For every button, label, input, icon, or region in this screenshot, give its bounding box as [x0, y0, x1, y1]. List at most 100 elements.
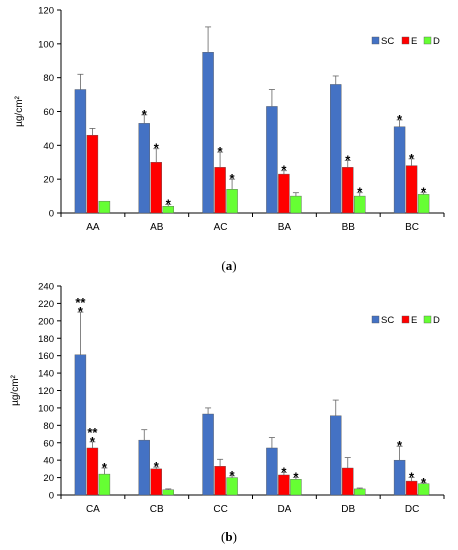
category-label: BA	[278, 222, 292, 233]
bar-E-AA	[86, 134, 99, 214]
bar-SC-BA	[266, 106, 278, 214]
y-axis-label: µg/cm²	[14, 95, 25, 126]
bar-D-DB	[354, 488, 366, 496]
y-tick-label: 200	[38, 316, 54, 327]
significance-marker: *	[281, 464, 287, 479]
category-label: DC	[405, 504, 419, 515]
bar-E-BA	[278, 173, 290, 214]
bar-E-AC	[214, 167, 226, 214]
bar-D-BA	[290, 195, 302, 214]
category-label: DB	[341, 504, 355, 515]
y-tick-label: 100	[38, 39, 54, 50]
significance-marker: *	[397, 438, 403, 453]
legend-label: D	[433, 36, 440, 47]
y-tick-label: 60	[43, 107, 54, 118]
y-tick-label: 120	[38, 6, 54, 17]
category-label: CC	[213, 504, 227, 515]
legend-label: E	[411, 36, 417, 47]
y-tick-label: 100	[38, 403, 54, 414]
chart-caption: (b)	[221, 529, 237, 544]
y-tick-label: 40	[43, 141, 54, 152]
bar-SC-AC	[202, 52, 214, 214]
y-tick-label: 120	[38, 386, 54, 397]
legend-label: SC	[381, 36, 394, 47]
legend-swatch-E	[401, 315, 410, 324]
significance-marker: *	[230, 171, 236, 186]
legend-swatch-SC	[371, 315, 380, 324]
y-tick-label: 20	[43, 473, 54, 484]
category-label: AC	[214, 222, 228, 233]
legend-swatch-D	[423, 315, 432, 324]
legend-label: SC	[381, 315, 394, 326]
significance-marker: *	[218, 144, 224, 159]
bar-D-CB	[162, 489, 174, 496]
significance-marker: *	[281, 163, 287, 178]
y-tick-label: 240	[38, 282, 54, 293]
y-tick-label: 20	[43, 175, 54, 186]
bar-SC-BB	[330, 84, 342, 214]
y-tick-label: 160	[38, 351, 54, 362]
legend-swatch-D	[423, 36, 432, 45]
legend-label: D	[433, 315, 440, 326]
y-tick-label: 0	[49, 209, 54, 220]
significance-marker: *	[142, 107, 148, 122]
category-label: DA	[277, 504, 291, 515]
significance-marker: *	[78, 304, 84, 319]
category-label: BC	[405, 222, 419, 233]
bar-D-CA	[98, 473, 111, 496]
significance-marker: *	[154, 459, 160, 474]
legend-swatch-SC	[371, 36, 380, 45]
significance-marker: *	[409, 470, 415, 485]
bar-E-DB	[342, 467, 354, 496]
y-tick-label: 80	[43, 421, 54, 432]
category-label: CB	[150, 504, 164, 515]
bar-SC-CA	[74, 354, 87, 496]
significance-marker: *	[421, 475, 427, 490]
y-tick-label: 80	[43, 73, 54, 84]
bar-SC-DB	[330, 415, 342, 496]
category-label: CA	[86, 504, 100, 515]
y-axis-label: µg/cm²	[10, 374, 21, 405]
category-label: BB	[342, 222, 356, 233]
category-label: AB	[150, 222, 164, 233]
y-tick-label: 60	[43, 438, 54, 449]
y-tick-label: 220	[38, 299, 54, 310]
bar-E-BC	[405, 165, 418, 214]
significance-marker: *	[154, 141, 160, 156]
significance-marker: *	[421, 185, 427, 200]
bar-SC-DA	[266, 447, 278, 496]
significance-marker: *	[230, 468, 236, 483]
bar-SC-DC	[393, 459, 406, 496]
legend-swatch-E	[401, 36, 410, 45]
significance-marker: *	[397, 112, 403, 127]
significance-marker: *	[345, 153, 351, 168]
bar-SC-CB	[138, 439, 150, 496]
significance-marker: *	[166, 197, 172, 212]
bar-D-AA	[98, 200, 111, 214]
category-label: AA	[86, 222, 100, 233]
significance-marker: *	[357, 185, 363, 200]
bar-D-AC	[226, 189, 238, 214]
bar-SC-AB	[138, 123, 150, 214]
significance-marker: *	[293, 470, 299, 485]
significance-marker: *	[409, 151, 415, 166]
bar-E-CC	[214, 466, 226, 496]
y-tick-label: 180	[38, 334, 54, 345]
bar-SC-BC	[393, 126, 406, 214]
significance-marker: **	[87, 425, 98, 440]
y-tick-label: 40	[43, 456, 54, 467]
bar-E-AB	[150, 162, 162, 214]
significance-marker: *	[102, 460, 108, 475]
y-tick-label: 140	[38, 369, 54, 380]
bar-SC-CC	[202, 413, 214, 496]
chart-1: 0 20 40 60 80 100 120 140 160 180 200 220 240 µg/cm² *…	[10, 282, 445, 544]
significance-marker: **	[75, 295, 86, 310]
y-tick-label: 0	[49, 491, 54, 502]
bar-E-BB	[342, 167, 354, 214]
bar-E-CA	[86, 447, 99, 496]
significance-marker: *	[90, 434, 96, 449]
legend-label: E	[411, 315, 417, 326]
chart-0: 020406080100120µg/cm²AA***AB**AC*BA**BB*…	[14, 6, 445, 273]
chart-caption: (a)	[221, 258, 236, 273]
